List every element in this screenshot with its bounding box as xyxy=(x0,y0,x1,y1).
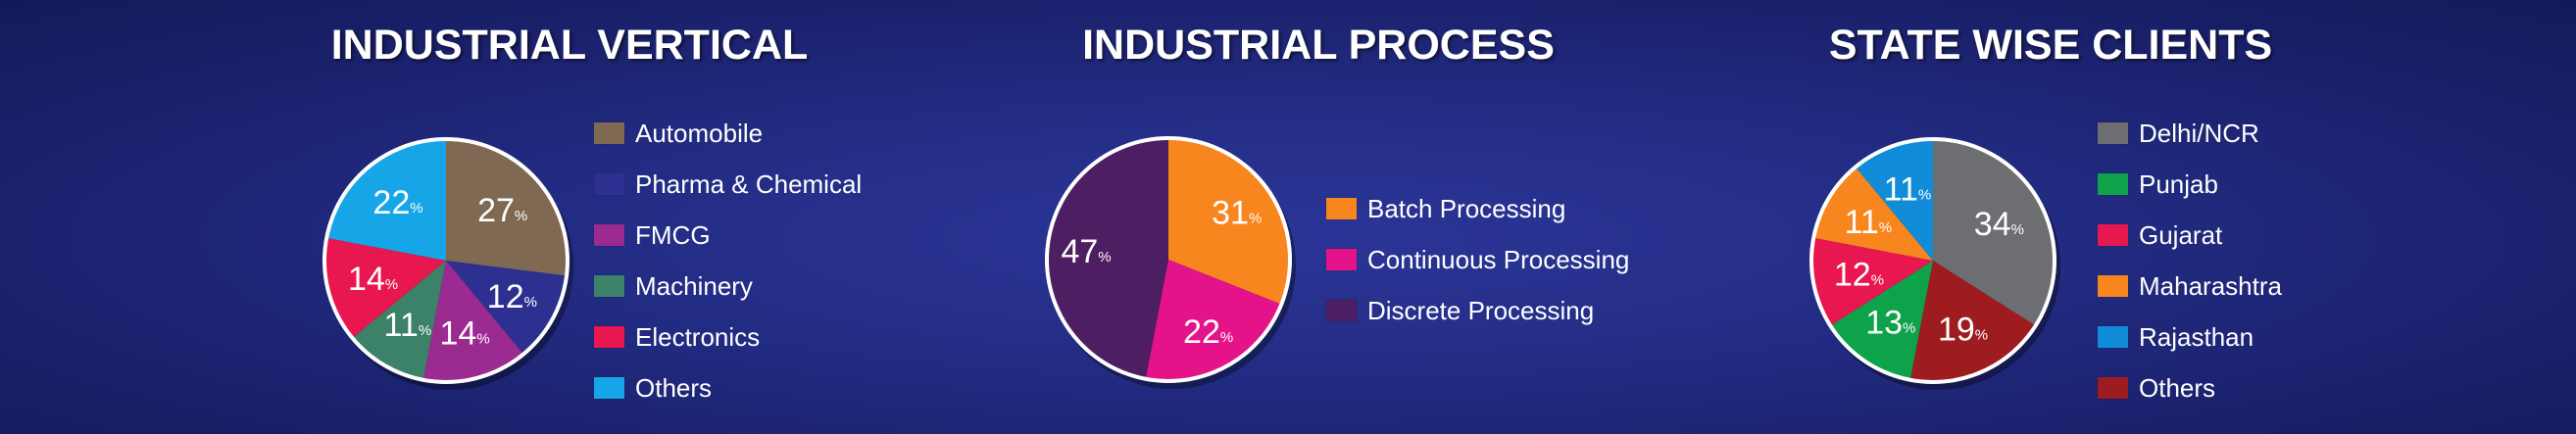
data-label: 19% xyxy=(1938,312,1988,349)
legend-label: Others xyxy=(2139,372,2216,403)
pie-chart: 27%12%14%11%14%22% xyxy=(322,137,573,390)
chart-title: INDUSTRIAL PROCESS xyxy=(1082,22,1555,69)
pie-slice xyxy=(1933,139,2055,326)
legend-swatch xyxy=(1326,300,1357,321)
legend-swatch xyxy=(2098,275,2128,297)
legend-item: Machinery xyxy=(594,271,753,301)
legend-item: Maharashtra xyxy=(2098,271,2282,301)
legend-swatch xyxy=(2098,122,2128,144)
legend-item: Others xyxy=(2098,373,2215,403)
legend-item: Continuous Processing xyxy=(1326,245,1629,274)
legend-item: Punjab xyxy=(2098,169,2218,199)
legend-item: Pharma & Chemical xyxy=(594,169,862,199)
pie-slice xyxy=(1830,261,1933,380)
legend-swatch xyxy=(594,224,624,246)
legend-swatch xyxy=(2098,326,2128,348)
pie-slice xyxy=(1813,167,1933,261)
pie-slice xyxy=(326,139,446,261)
legend-item: Gujarat xyxy=(2098,220,2222,250)
data-label: 27% xyxy=(477,192,527,229)
legend-label: Punjab xyxy=(2139,169,2218,199)
data-label: 22% xyxy=(1183,313,1233,351)
legend-label: Continuous Processing xyxy=(1367,244,1630,274)
legend-item: FMCG xyxy=(594,220,711,250)
pie-border xyxy=(1045,136,1292,383)
legend-label: Machinery xyxy=(635,270,753,301)
legend-swatch xyxy=(1326,249,1357,270)
legend-swatch xyxy=(2098,173,2128,195)
legend-item: Batch Processing xyxy=(1326,194,1565,223)
data-label: 11% xyxy=(1884,171,1932,209)
legend-swatch xyxy=(2098,377,2128,399)
pie-slice xyxy=(1811,237,1933,326)
legend-item: Discrete Processing xyxy=(1326,296,1594,325)
pie-chart: 34% 19% 13% 12% 11%11% xyxy=(1809,137,2060,390)
legend-label: Gujarat xyxy=(2139,219,2223,250)
legend-swatch xyxy=(594,173,624,195)
legend-swatch xyxy=(594,122,624,144)
data-label: 12% xyxy=(487,278,537,315)
chart-title: INDUSTRIAL VERTICAL xyxy=(330,22,809,69)
pie-slice xyxy=(422,261,524,382)
legend-item: Automobile xyxy=(594,119,763,148)
pie-slice xyxy=(446,139,568,276)
panel-state-wise-clients: STATE WISE CLIENTS 34% 19% 13% 12% 11% 11% De… xyxy=(1717,0,2576,434)
legend-label: Others xyxy=(635,372,713,403)
data-label: 22% xyxy=(372,184,422,221)
legend-item: Rajasthan xyxy=(2098,322,2254,352)
data-label: 11% xyxy=(384,307,432,344)
data-label: 31% xyxy=(1212,195,1262,232)
data-label: 12% xyxy=(1834,256,1884,293)
pie-slice xyxy=(1047,138,1168,379)
pie-slice xyxy=(446,261,568,355)
data-label: 14% xyxy=(440,314,490,352)
legend-label: Electronics xyxy=(635,321,761,352)
data-label: 11% xyxy=(1845,204,1893,241)
data-label: 13% xyxy=(1865,305,1915,342)
pie-border xyxy=(322,137,570,384)
legend-item: Delhi/NCR xyxy=(2098,119,2259,148)
legend-label: Maharashtra xyxy=(2139,270,2282,301)
pie-border xyxy=(1809,137,2056,384)
data-label: 47% xyxy=(1061,233,1111,270)
legend-swatch xyxy=(1326,198,1357,219)
legend-label: Discrete Processing xyxy=(1367,295,1595,325)
pie-slice xyxy=(352,261,446,380)
legend-swatch xyxy=(594,377,624,399)
pie-slice xyxy=(1855,139,1933,261)
panel-industrial-process: INDUSTRIAL PROCESS 31% 22% 47% Batch Proce… xyxy=(859,0,1717,434)
legend-label: Rajasthan xyxy=(2139,321,2254,352)
legend-swatch xyxy=(594,326,624,348)
pie-slice xyxy=(1909,261,2036,382)
pie-chart: 31% 22% 47% xyxy=(1045,136,1296,389)
legend-item: Electronics xyxy=(594,322,760,352)
legend-label: Delhi/NCR xyxy=(2139,118,2259,148)
panel-industrial-vertical: INDUSTRIAL VERTICAL 27% 12% 14% 11% 14% 22% A… xyxy=(0,0,862,434)
legend-label: FMCG xyxy=(635,219,711,250)
legend-item: Others xyxy=(594,373,712,403)
data-label: 14% xyxy=(348,261,398,298)
pie-slice xyxy=(324,237,446,339)
legend-label: Pharma & Chemical xyxy=(635,169,863,199)
legend-label: Automobile xyxy=(635,118,764,148)
legend-swatch xyxy=(2098,224,2128,246)
legend-label: Batch Processing xyxy=(1367,193,1566,223)
legend-swatch xyxy=(594,275,624,297)
chart-title: STATE WISE CLIENTS xyxy=(1828,22,2273,69)
data-label: 34% xyxy=(1974,206,2024,243)
